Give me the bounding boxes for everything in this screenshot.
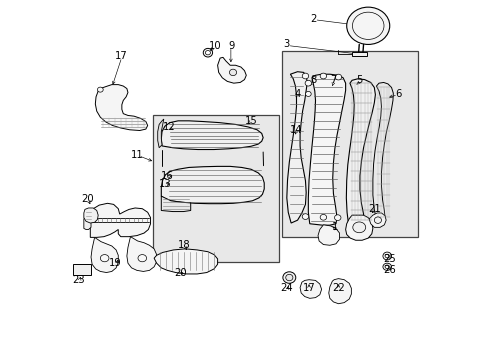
Polygon shape	[368, 213, 386, 227]
Text: 7: 7	[329, 75, 336, 85]
Ellipse shape	[302, 73, 308, 79]
Ellipse shape	[384, 265, 388, 269]
Text: 1: 1	[331, 222, 337, 232]
Text: 8: 8	[309, 75, 316, 85]
Ellipse shape	[320, 215, 326, 220]
Ellipse shape	[320, 73, 326, 79]
Text: 10: 10	[208, 41, 221, 50]
Ellipse shape	[352, 222, 365, 233]
Polygon shape	[83, 208, 98, 223]
Polygon shape	[345, 215, 372, 240]
Text: 25: 25	[383, 254, 395, 264]
Polygon shape	[308, 74, 345, 225]
Text: 24: 24	[280, 283, 292, 293]
Ellipse shape	[346, 7, 389, 44]
Text: 21: 21	[367, 204, 380, 215]
Ellipse shape	[305, 80, 311, 86]
Polygon shape	[158, 119, 163, 148]
Bar	[73, 264, 91, 275]
Bar	[351, 52, 366, 56]
Ellipse shape	[229, 69, 236, 76]
Ellipse shape	[335, 74, 341, 80]
Ellipse shape	[302, 214, 308, 220]
Bar	[153, 116, 278, 262]
Ellipse shape	[203, 48, 212, 57]
Bar	[282, 51, 418, 237]
Text: 6: 6	[395, 89, 401, 99]
Text: 20: 20	[81, 194, 94, 204]
Ellipse shape	[334, 215, 340, 221]
Polygon shape	[300, 280, 321, 298]
Text: 2: 2	[309, 14, 316, 24]
Text: 11: 11	[131, 150, 143, 160]
Text: 23: 23	[72, 275, 85, 285]
Text: 12: 12	[163, 122, 175, 132]
Text: 14: 14	[289, 125, 302, 135]
Text: 17: 17	[302, 283, 315, 293]
Text: 15: 15	[244, 116, 257, 126]
Text: 20: 20	[174, 268, 186, 278]
Text: 13: 13	[158, 179, 171, 189]
Polygon shape	[161, 196, 190, 212]
Polygon shape	[161, 121, 263, 149]
Text: 16: 16	[161, 171, 173, 181]
Polygon shape	[161, 166, 264, 204]
Text: 17: 17	[114, 51, 127, 61]
Text: 22: 22	[331, 283, 344, 293]
Ellipse shape	[205, 50, 210, 55]
Text: 19: 19	[109, 258, 122, 268]
Polygon shape	[217, 57, 246, 83]
Ellipse shape	[100, 255, 109, 262]
Ellipse shape	[97, 87, 103, 92]
Polygon shape	[83, 218, 91, 229]
Ellipse shape	[282, 272, 295, 283]
Polygon shape	[286, 72, 306, 223]
Polygon shape	[328, 279, 351, 304]
Polygon shape	[372, 82, 392, 221]
Text: 3: 3	[283, 40, 289, 49]
Polygon shape	[154, 249, 217, 274]
Ellipse shape	[382, 263, 391, 270]
Text: 4: 4	[294, 89, 300, 99]
Ellipse shape	[138, 255, 146, 262]
Ellipse shape	[382, 252, 391, 260]
Polygon shape	[317, 225, 339, 245]
Polygon shape	[90, 203, 150, 237]
Ellipse shape	[285, 274, 292, 281]
Ellipse shape	[384, 254, 388, 258]
Text: 5: 5	[355, 75, 362, 85]
Text: 26: 26	[383, 265, 395, 275]
Ellipse shape	[373, 217, 381, 224]
Text: 18: 18	[178, 240, 190, 250]
Polygon shape	[95, 85, 147, 131]
Ellipse shape	[305, 91, 310, 96]
Text: 9: 9	[228, 41, 235, 50]
Polygon shape	[126, 237, 156, 271]
Polygon shape	[346, 79, 375, 225]
Polygon shape	[91, 237, 118, 273]
